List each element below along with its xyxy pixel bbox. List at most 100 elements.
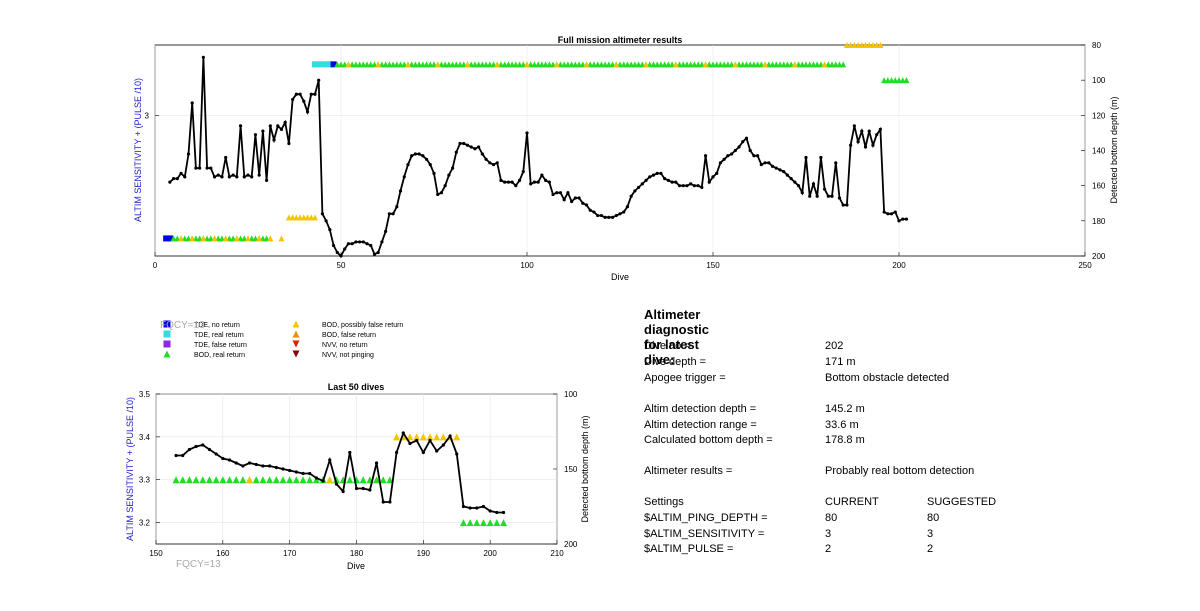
- status-marker: [232, 476, 240, 484]
- depth-point: [547, 180, 551, 184]
- depth-point: [871, 143, 875, 147]
- depth-point: [499, 178, 503, 182]
- depth-point: [603, 215, 607, 219]
- depth-point: [388, 500, 392, 504]
- depth-point: [796, 184, 801, 188]
- status-marker: [500, 519, 508, 527]
- status-marker: [732, 61, 739, 68]
- depth-point: [573, 196, 577, 200]
- depth-point: [763, 161, 767, 165]
- depth-point: [413, 152, 417, 156]
- depth-point: [235, 175, 239, 179]
- depth-point: [703, 154, 708, 158]
- depth-point: [441, 443, 445, 447]
- altimeter-results-label: Altimeter results =: [644, 465, 733, 477]
- depth-point: [190, 101, 194, 105]
- status-marker: [226, 476, 234, 484]
- depth-point: [398, 189, 403, 193]
- depth-point: [334, 482, 339, 486]
- status-marker: [163, 235, 170, 242]
- legend-fqcy-overlap: FQCY=13: [160, 320, 205, 331]
- x-tick-label: 250: [1078, 261, 1092, 270]
- depth-point: [633, 189, 637, 193]
- depth-point: [194, 166, 198, 170]
- x-tick-label: 200: [483, 549, 497, 558]
- depth-point: [369, 243, 373, 248]
- altim-detection-range-value: 33.6 m: [825, 419, 859, 431]
- status-marker: [199, 476, 207, 484]
- depth-point: [477, 145, 481, 149]
- depth-point: [291, 97, 295, 102]
- suggested-header: SUGGESTED: [927, 496, 997, 508]
- dive-no-label: Dive no =: [644, 340, 691, 352]
- depth-point: [510, 180, 514, 184]
- legend-marker: [292, 350, 300, 358]
- depth-point: [625, 205, 630, 209]
- depth-point: [488, 509, 492, 513]
- depth-point: [525, 131, 529, 135]
- depth-point: [395, 205, 399, 209]
- depth-point: [448, 434, 452, 438]
- depth-point: [254, 462, 258, 467]
- depth-point: [674, 180, 678, 184]
- depth-point: [488, 161, 492, 165]
- depth-point: [607, 215, 611, 219]
- status-marker: [178, 235, 185, 242]
- full-mission-depth-line: [168, 55, 909, 258]
- depth-point: [214, 452, 218, 456]
- status-marker: [791, 61, 798, 68]
- depth-point: [402, 175, 406, 179]
- depth-point: [484, 157, 488, 161]
- depth-point: [187, 447, 192, 452]
- depth-point: [246, 173, 250, 177]
- depth-point: [317, 78, 321, 82]
- altim-detection-depth-value: 145.2 m: [825, 403, 865, 415]
- depth-point: [491, 162, 496, 167]
- status-marker: [319, 61, 326, 68]
- legend-marker: [292, 340, 300, 348]
- x-tick-label: 100: [520, 261, 534, 270]
- y-left-tick-label: 3.5: [139, 390, 151, 399]
- depth-point: [391, 212, 395, 216]
- diagnostic-title: Altimeter diagnostic for latest dive:: [644, 307, 710, 367]
- status-marker: [239, 476, 247, 484]
- depth-point: [361, 486, 365, 491]
- depth-point: [715, 171, 719, 175]
- depth-point: [692, 184, 697, 188]
- apogee-trigger-value: Bottom obstacle detected: [825, 372, 950, 384]
- status-marker: [179, 476, 187, 484]
- depth-point: [506, 180, 510, 184]
- depth-point: [432, 171, 436, 175]
- dive-depth-label: Dive depth =: [644, 356, 707, 368]
- depth-point: [461, 504, 466, 509]
- depth-point: [648, 175, 652, 179]
- depth-point: [622, 210, 626, 214]
- status-marker: [211, 235, 218, 242]
- depth-point: [179, 171, 183, 175]
- depth-point: [415, 438, 419, 443]
- status-marker: [245, 235, 251, 242]
- depth-point: [435, 449, 439, 453]
- depth-point: [529, 182, 533, 186]
- legend-label: NVV, not pinging: [322, 352, 374, 359]
- depth-point: [424, 157, 429, 161]
- depth-point: [804, 155, 808, 160]
- depth-point: [677, 184, 682, 188]
- depth-point: [733, 148, 737, 153]
- status-marker: [393, 433, 401, 441]
- status-marker: [200, 235, 207, 242]
- status-marker: [272, 476, 280, 484]
- depth-point: [501, 510, 506, 515]
- depth-point: [856, 140, 860, 144]
- sensitivity-label: $ALTIM_SENSITIVITY =: [644, 528, 765, 540]
- depth-point: [268, 464, 272, 468]
- depth-point: [659, 171, 663, 175]
- status-marker: [903, 77, 910, 84]
- depth-point: [726, 154, 730, 158]
- depth-point: [469, 145, 473, 149]
- depth-point: [401, 431, 405, 435]
- depth-point: [313, 92, 317, 96]
- last-50-fqcy-label: FQCY=13: [176, 559, 221, 570]
- y-right-tick-label: 150: [564, 465, 578, 474]
- last-50-ylabel-right: Detected bottom depth (m): [580, 415, 590, 522]
